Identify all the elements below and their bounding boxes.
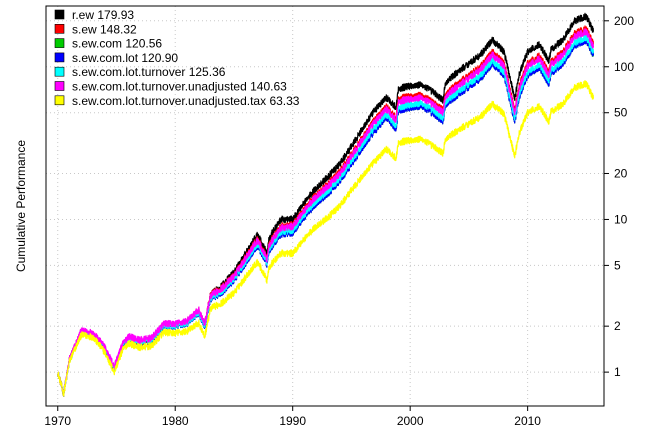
- legend-swatch: [54, 81, 65, 91]
- legend-swatch: [54, 9, 65, 20]
- y-tick-label: 5: [614, 258, 621, 272]
- legend-label: s.ew.com.lot 120.90: [72, 51, 178, 65]
- x-tick-label: 2010: [514, 414, 541, 428]
- series-line: [57, 12, 594, 397]
- legend-swatch: [54, 52, 65, 63]
- series-layer: [57, 12, 594, 397]
- plot-frame: [45, 5, 605, 407]
- y-tick-label: 2: [614, 319, 621, 333]
- y-tick-label: 1: [614, 365, 621, 379]
- legend: r.ew 179.93s.ew 148.32s.ew.com 120.56s.e…: [54, 8, 300, 108]
- legend-label: s.ew.com.lot.turnover.unadjusted 140.63: [72, 80, 287, 94]
- grid: [46, 6, 604, 406]
- legend-label: r.ew 179.93: [72, 8, 134, 22]
- x-axis: 1970 1980 1990 2000 2010: [44, 406, 541, 428]
- legend-label: s.ew.com.lot.turnover 125.36: [72, 65, 226, 79]
- legend-item: s.ew.com.lot.turnover 125.36: [54, 65, 226, 79]
- legend-label: s.ew.com.lot.turnover.unadjusted.tax 63.…: [72, 94, 300, 108]
- legend-swatch: [54, 95, 65, 106]
- x-tick-label: 1980: [162, 414, 189, 428]
- legend-swatch: [54, 66, 65, 77]
- legend-item: s.ew.com.lot 120.90: [54, 51, 178, 65]
- y-axis-title: Cumulative Performance: [14, 140, 28, 272]
- x-tick-label: 1990: [279, 414, 306, 428]
- legend-item: s.ew 148.32: [54, 22, 137, 36]
- legend-swatch: [54, 23, 65, 34]
- legend-item: s.ew.com 120.56: [54, 37, 162, 51]
- y-tick-label: 100: [614, 60, 634, 74]
- legend-item: r.ew 179.93: [54, 8, 134, 22]
- y-axis: 1 2 5 10 20 50 100 200: [604, 14, 634, 379]
- series-line: [57, 33, 594, 397]
- series-line: [57, 28, 594, 397]
- x-tick-label: 1970: [44, 414, 71, 428]
- legend-item: s.ew.com.lot.turnover.unadjusted 140.63: [54, 80, 287, 94]
- y-tick-label: 20: [614, 166, 628, 180]
- x-tick-label: 2000: [397, 414, 424, 428]
- y-tick-label: 10: [614, 212, 628, 226]
- legend-label: s.ew 148.32: [72, 22, 137, 36]
- legend-swatch: [54, 38, 65, 48]
- series-line: [57, 80, 594, 397]
- y-tick-label: 50: [614, 106, 628, 120]
- legend-label: s.ew.com 120.56: [72, 37, 162, 51]
- legend-item: s.ew.com.lot.turnover.unadjusted.tax 63.…: [54, 94, 300, 108]
- y-tick-label: 200: [614, 14, 634, 28]
